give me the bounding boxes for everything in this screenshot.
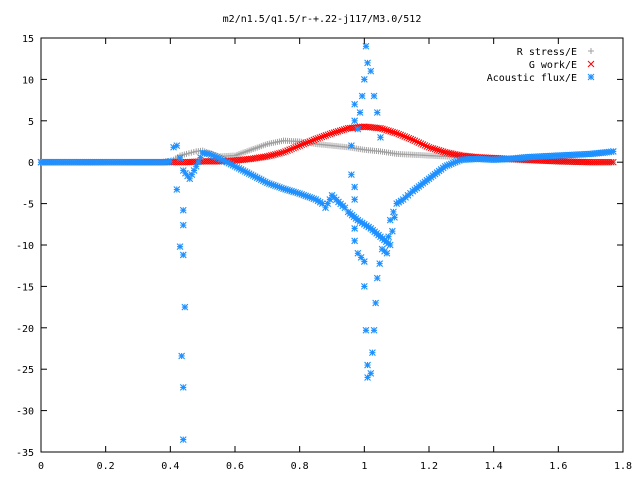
data-point (365, 362, 371, 368)
data-point (355, 126, 361, 132)
data-point (348, 172, 354, 178)
x-tick-label: 1.8 (614, 461, 632, 472)
y-tick-label: -10 (16, 241, 34, 252)
legend: R stress/E G work/E Acoustic flux/E (487, 47, 594, 84)
data-point (177, 155, 183, 161)
data-point (374, 110, 380, 116)
x-tick-label: 1.2 (420, 461, 438, 472)
data-point (368, 68, 374, 74)
data-point (342, 205, 348, 211)
data-point (390, 209, 396, 215)
legend-label: G work/E (529, 60, 577, 71)
data-point (371, 327, 377, 333)
data-point (361, 76, 367, 82)
x-tick-label: 1 (361, 461, 367, 472)
legend-marker (588, 61, 594, 67)
data-point (167, 158, 173, 164)
data-point (386, 234, 392, 240)
data-point (371, 93, 377, 99)
y-tick-label: 15 (22, 34, 34, 45)
data-point (180, 384, 186, 390)
data-point (352, 196, 358, 202)
x-tick-label: 1.6 (549, 461, 567, 472)
data-point (357, 110, 363, 116)
data-point (369, 350, 375, 356)
chart-title: m2/n1.5/q1.5/r-+.22-j117/M3.0/512 (223, 14, 422, 25)
x-tick-label: 0.2 (97, 461, 115, 472)
y-tick-label: -25 (16, 365, 34, 376)
data-point (174, 187, 180, 193)
x-tick-label: 0.6 (226, 461, 244, 472)
data-point (177, 244, 183, 250)
data-point (179, 353, 185, 359)
data-point (348, 143, 354, 149)
data-point (373, 300, 379, 306)
data-point (358, 254, 364, 260)
data-point (377, 261, 383, 267)
data-point (180, 207, 186, 213)
data-point (359, 93, 365, 99)
y-tick-label: -20 (16, 324, 34, 335)
data-point (374, 275, 380, 281)
data-point (182, 304, 188, 310)
data-point (387, 242, 393, 248)
data-point (389, 228, 395, 234)
data-point (363, 327, 369, 333)
x-tick-label: 1.4 (485, 461, 503, 472)
series-layer (38, 43, 616, 442)
x-tick-label: 0 (38, 461, 44, 472)
y-tick-label: -30 (16, 407, 34, 418)
data-point (355, 250, 361, 256)
y-tick-label: 10 (22, 75, 34, 86)
data-point (365, 60, 371, 66)
y-axis-ticks: -35 -30 -25 -20 -15 -10 -5 0 5 10 15 (16, 34, 623, 459)
series-2 (38, 43, 616, 442)
y-tick-label: 0 (28, 158, 34, 169)
chart-svg: m2/n1.5/q1.5/r-+.22-j117/M3.0/512 0 0.2 0.… (0, 0, 640, 480)
legend-label: Acoustic flux/E (487, 73, 577, 84)
y-tick-label: -35 (16, 448, 34, 459)
x-tick-label: 0.4 (161, 461, 179, 472)
data-point (361, 259, 367, 265)
data-point (363, 43, 369, 49)
data-point (365, 374, 371, 380)
data-point (352, 101, 358, 107)
data-point (610, 148, 616, 154)
x-axis-ticks: 0 0.2 0.4 0.6 0.8 1 1.2 1.4 1.6 1.8 (38, 38, 632, 472)
data-point (378, 134, 384, 140)
data-point (180, 222, 186, 228)
chart-root: m2/n1.5/q1.5/r-+.22-j117/M3.0/512 0 0.2 0.… (0, 0, 640, 480)
plot-frame (41, 38, 623, 452)
data-point (180, 437, 186, 443)
legend-label: R stress/E (517, 47, 577, 58)
y-tick-label: -15 (16, 282, 34, 293)
data-point (384, 250, 390, 256)
data-point (368, 370, 374, 376)
x-tick-label: 0.8 (291, 461, 309, 472)
data-point (319, 201, 325, 207)
data-point (174, 143, 180, 149)
data-point (387, 217, 393, 223)
legend-marker (588, 74, 594, 80)
legend-marker (588, 48, 594, 54)
data-point (352, 184, 358, 190)
data-point (361, 283, 367, 289)
data-point (352, 118, 358, 124)
y-tick-label: -5 (22, 200, 34, 211)
data-point (180, 252, 186, 258)
y-tick-label: 5 (28, 117, 34, 128)
data-point (352, 225, 358, 231)
data-point (352, 238, 358, 244)
